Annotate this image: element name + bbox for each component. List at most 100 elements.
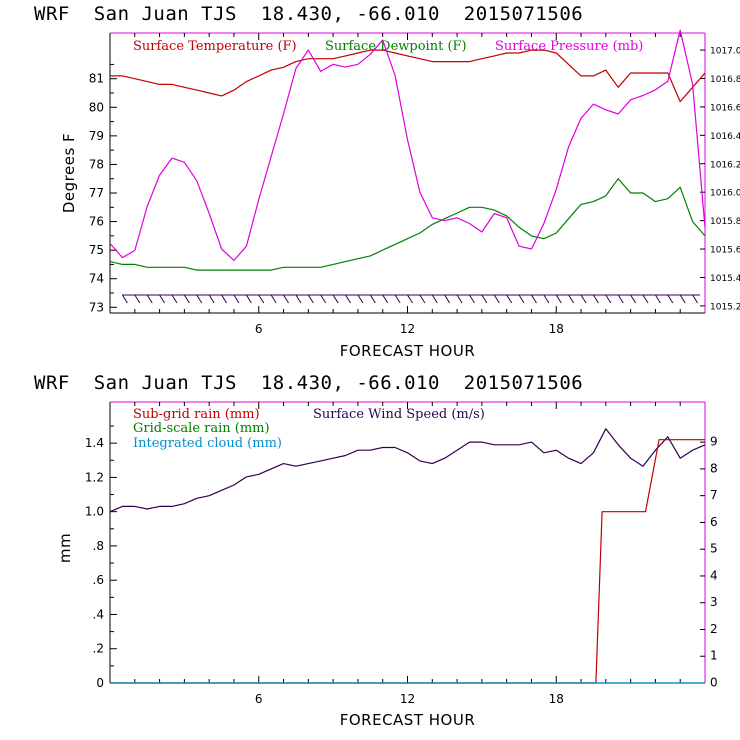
panel2-y-tick-label: 1.0	[85, 505, 104, 519]
panel2-y2-tick-label: 1	[710, 649, 718, 663]
panel1-x-tick-label: 6	[255, 322, 263, 336]
wind-barb	[283, 294, 289, 304]
wind-barb	[642, 294, 649, 304]
panel1-legend-entry: Surface Dewpoint (F)	[325, 39, 467, 54]
panel1-x-tick-label: 18	[549, 322, 564, 336]
panel1-y-tick-label: 77	[89, 186, 104, 200]
wind-barb	[593, 294, 599, 304]
panel2-y2-tick-label: 0	[710, 676, 718, 690]
top-chart-title: WRF San Juan TJS 18.430, -66.010 2015071…	[34, 3, 584, 25]
wind-barb	[258, 294, 265, 304]
panel2-y2-tick-label: 5	[710, 542, 718, 556]
wind-barb	[382, 294, 389, 304]
panel1-y-tick-label: 80	[89, 100, 104, 114]
panel1-y-tick-label: 74	[89, 272, 104, 286]
panel1-y-tick-label: 78	[89, 157, 104, 171]
panel1-y2-tick-label: 1016.8	[710, 75, 740, 85]
panel2-x-tick-label: 6	[255, 692, 263, 706]
wind-barb	[605, 294, 612, 304]
wind-barb	[469, 294, 475, 304]
panel1-y2-tick-label: 1016.0	[710, 189, 740, 199]
panel2-legend-entry: Integrated cloud (mm)	[133, 436, 282, 451]
wind-barb	[394, 294, 401, 304]
panel2-y-tick-label: .6	[93, 573, 104, 587]
wind-barb	[369, 294, 376, 304]
panel2-x-axis-title: FORECAST HOUR	[340, 711, 476, 729]
wind-barb	[506, 294, 513, 304]
panel2-y2-tick-label: 4	[710, 568, 718, 582]
wind-barb	[245, 294, 252, 304]
bottom-chart-title: WRF San Juan TJS 18.430, -66.010 2015071…	[34, 372, 584, 394]
panel1-x-tick-label: 12	[400, 322, 415, 336]
panel2-series-surface-wind-speed-m-s	[109, 428, 706, 513]
panel1-x-axis-title: FORECAST HOUR	[340, 342, 476, 360]
wind-barb	[270, 294, 277, 304]
wind-barb	[121, 294, 128, 304]
wind-barb	[233, 294, 240, 304]
wind-barb	[667, 294, 674, 304]
wind-barb	[345, 294, 351, 304]
panel1-y2-tick-label: 1016.2	[710, 160, 740, 170]
wind-barb	[654, 294, 661, 304]
panel2-y2-tick-label: 6	[710, 515, 718, 529]
panel2-y-axis-title: mm	[56, 533, 74, 563]
panel1-legend-entry: Surface Temperature (F)	[133, 39, 297, 54]
panel1-y-tick-label: 75	[89, 243, 104, 257]
wind-barb	[630, 294, 637, 304]
panel1-y2-tick-label: 1015.2	[710, 302, 740, 312]
panel2-y-tick-label: .2	[93, 642, 104, 656]
panel2-y-tick-label: .4	[93, 607, 104, 621]
wind-barb	[332, 294, 339, 304]
panel1-y2-tick-label: 1017.0	[710, 47, 740, 57]
wind-barb	[679, 294, 686, 304]
wind-barb	[357, 294, 364, 304]
wind-barb	[493, 294, 500, 304]
panel1-y2-tick-label: 1015.6	[710, 246, 740, 256]
panel1-y2-tick-label: 1015.4	[710, 274, 740, 284]
wind-barb	[196, 294, 203, 304]
panel2-y-tick-label: 1.2	[85, 470, 104, 484]
wind-barb	[171, 294, 178, 304]
wind-barb	[543, 294, 550, 304]
panel1-y2-tick-label: 1015.8	[710, 217, 740, 227]
wind-barb	[617, 294, 624, 304]
panel1-y-tick-label: 81	[89, 72, 104, 86]
wind-barb	[518, 294, 525, 304]
panel2-y2-tick-label: 7	[710, 488, 718, 502]
wind-barb	[481, 294, 488, 304]
panel2-y2-tick-label: 2	[710, 622, 718, 636]
wind-barb	[183, 294, 190, 304]
panel1-y-tick-label: 79	[89, 129, 104, 143]
wind-barb	[295, 294, 302, 304]
wind-barb	[320, 294, 327, 304]
panel1-series-surface-temperature-f	[110, 49, 706, 103]
panel1-y2-tick-label: 1016.4	[710, 132, 740, 142]
panel2-legend-entry: Sub-grid rain (mm)	[133, 407, 260, 422]
wind-barb	[531, 294, 537, 304]
panel2-series-sub-grid-rain-mm	[110, 439, 705, 684]
panel2-y2-tick-label: 8	[710, 461, 718, 475]
wind-barb	[208, 294, 215, 304]
wind-barb	[419, 294, 426, 304]
panel1-series-surface-dewpoint-f	[109, 178, 706, 271]
panel1-y-tick-label: 76	[89, 215, 104, 229]
panel1-legend-entry: Surface Pressure (mb)	[495, 39, 643, 54]
panel2-legend-entry: Grid-scale rain (mm)	[133, 421, 270, 436]
wind-barb	[692, 294, 699, 304]
panel2-y2-tick-label: 9	[710, 435, 718, 449]
wind-barb	[307, 294, 314, 304]
wind-barb	[407, 294, 413, 304]
panel2-y2-tick-label: 3	[710, 595, 718, 609]
wind-barb	[134, 294, 141, 304]
panel2-x-tick-label: 12	[400, 692, 415, 706]
wind-barb	[146, 294, 153, 304]
panel2-y-tick-label: 0	[96, 676, 104, 690]
wind-barb	[159, 294, 166, 304]
panel2-y-tick-label: .8	[93, 539, 104, 553]
panel1-y-axis-title: Degrees F	[60, 133, 78, 213]
wind-barb	[456, 294, 463, 304]
panel1-y-tick-label: 73	[89, 300, 104, 314]
panel2-x-tick-label: 18	[549, 692, 564, 706]
wind-barb	[580, 294, 587, 304]
